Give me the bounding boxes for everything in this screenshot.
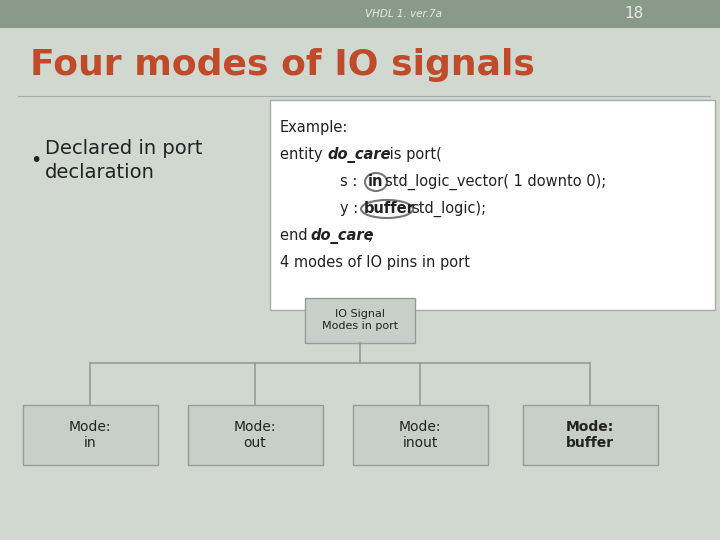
FancyBboxPatch shape	[270, 100, 715, 310]
Text: VHDL 1. ver.7a: VHDL 1. ver.7a	[365, 9, 441, 19]
Text: IO Signal
Modes in port: IO Signal Modes in port	[322, 309, 398, 331]
Bar	[0, 0, 720, 28]
Text: Declared in port: Declared in port	[45, 138, 202, 158]
Text: Four modes of IO signals: Four modes of IO signals	[30, 48, 535, 82]
FancyBboxPatch shape	[523, 405, 657, 465]
Text: in: in	[368, 174, 384, 189]
Text: entity: entity	[280, 147, 328, 162]
Text: Mode:
buffer: Mode: buffer	[566, 420, 614, 450]
Text: buffer: buffer	[364, 201, 415, 216]
FancyBboxPatch shape	[353, 405, 487, 465]
FancyBboxPatch shape	[305, 298, 415, 342]
Text: Mode:
in: Mode: in	[68, 420, 112, 450]
Text: std_logic_vector( 1 downto 0);: std_logic_vector( 1 downto 0);	[385, 174, 606, 190]
Text: Example:: Example:	[280, 120, 348, 135]
Text: Mode:
inout: Mode: inout	[399, 420, 441, 450]
Text: is port(: is port(	[385, 147, 442, 162]
Text: 4 modes of IO pins in port: 4 modes of IO pins in port	[280, 255, 470, 270]
Text: s :: s :	[340, 174, 362, 189]
Text: declaration: declaration	[45, 163, 155, 181]
Text: std_logic);: std_logic);	[411, 201, 486, 217]
FancyBboxPatch shape	[22, 405, 158, 465]
Text: ;: ;	[368, 228, 373, 243]
Text: do_care: do_care	[310, 228, 374, 244]
Text: end: end	[280, 228, 312, 243]
Text: do_care: do_care	[327, 147, 390, 163]
Text: •: •	[30, 151, 41, 170]
Text: y :: y :	[340, 201, 363, 216]
FancyBboxPatch shape	[187, 405, 323, 465]
Text: 18: 18	[624, 6, 643, 22]
Text: Mode:
out: Mode: out	[234, 420, 276, 450]
